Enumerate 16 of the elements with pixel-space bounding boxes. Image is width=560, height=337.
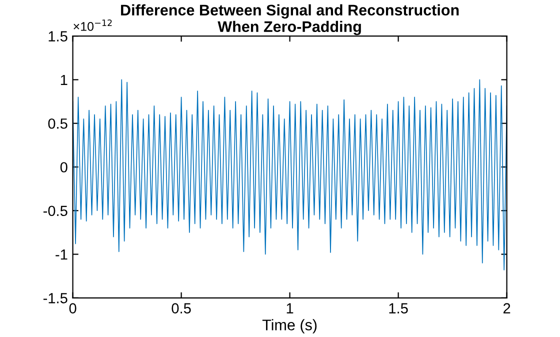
- y-tick-label: -0.5: [43, 206, 68, 216]
- x-tick-label: 1: [286, 303, 294, 314]
- y-tick-label: 1: [60, 74, 68, 85]
- y-tick-label: 0: [60, 162, 68, 172]
- text: ×10$^{−12}$: [74, 19, 112, 31]
- chart-title: Difference Between Signal and Reconstruction When Zero-Padding: [121, 4, 459, 36]
- x-axis-title: Time (s): [262, 319, 317, 334]
- y-tick-label: 0.5: [48, 118, 68, 129]
- x-tick-label: 1.5: [389, 303, 408, 314]
- x-tick-label: 2: [503, 303, 510, 314]
- x-tick-label: 0: [69, 303, 76, 314]
- y-tick-label: -1: [56, 250, 68, 260]
- y-tick-label: 1.5: [48, 31, 68, 42]
- line-series: [72, 79, 507, 270]
- y-tick-label: -1.5: [43, 293, 68, 304]
- x-tick-label: 0.5: [172, 303, 191, 314]
